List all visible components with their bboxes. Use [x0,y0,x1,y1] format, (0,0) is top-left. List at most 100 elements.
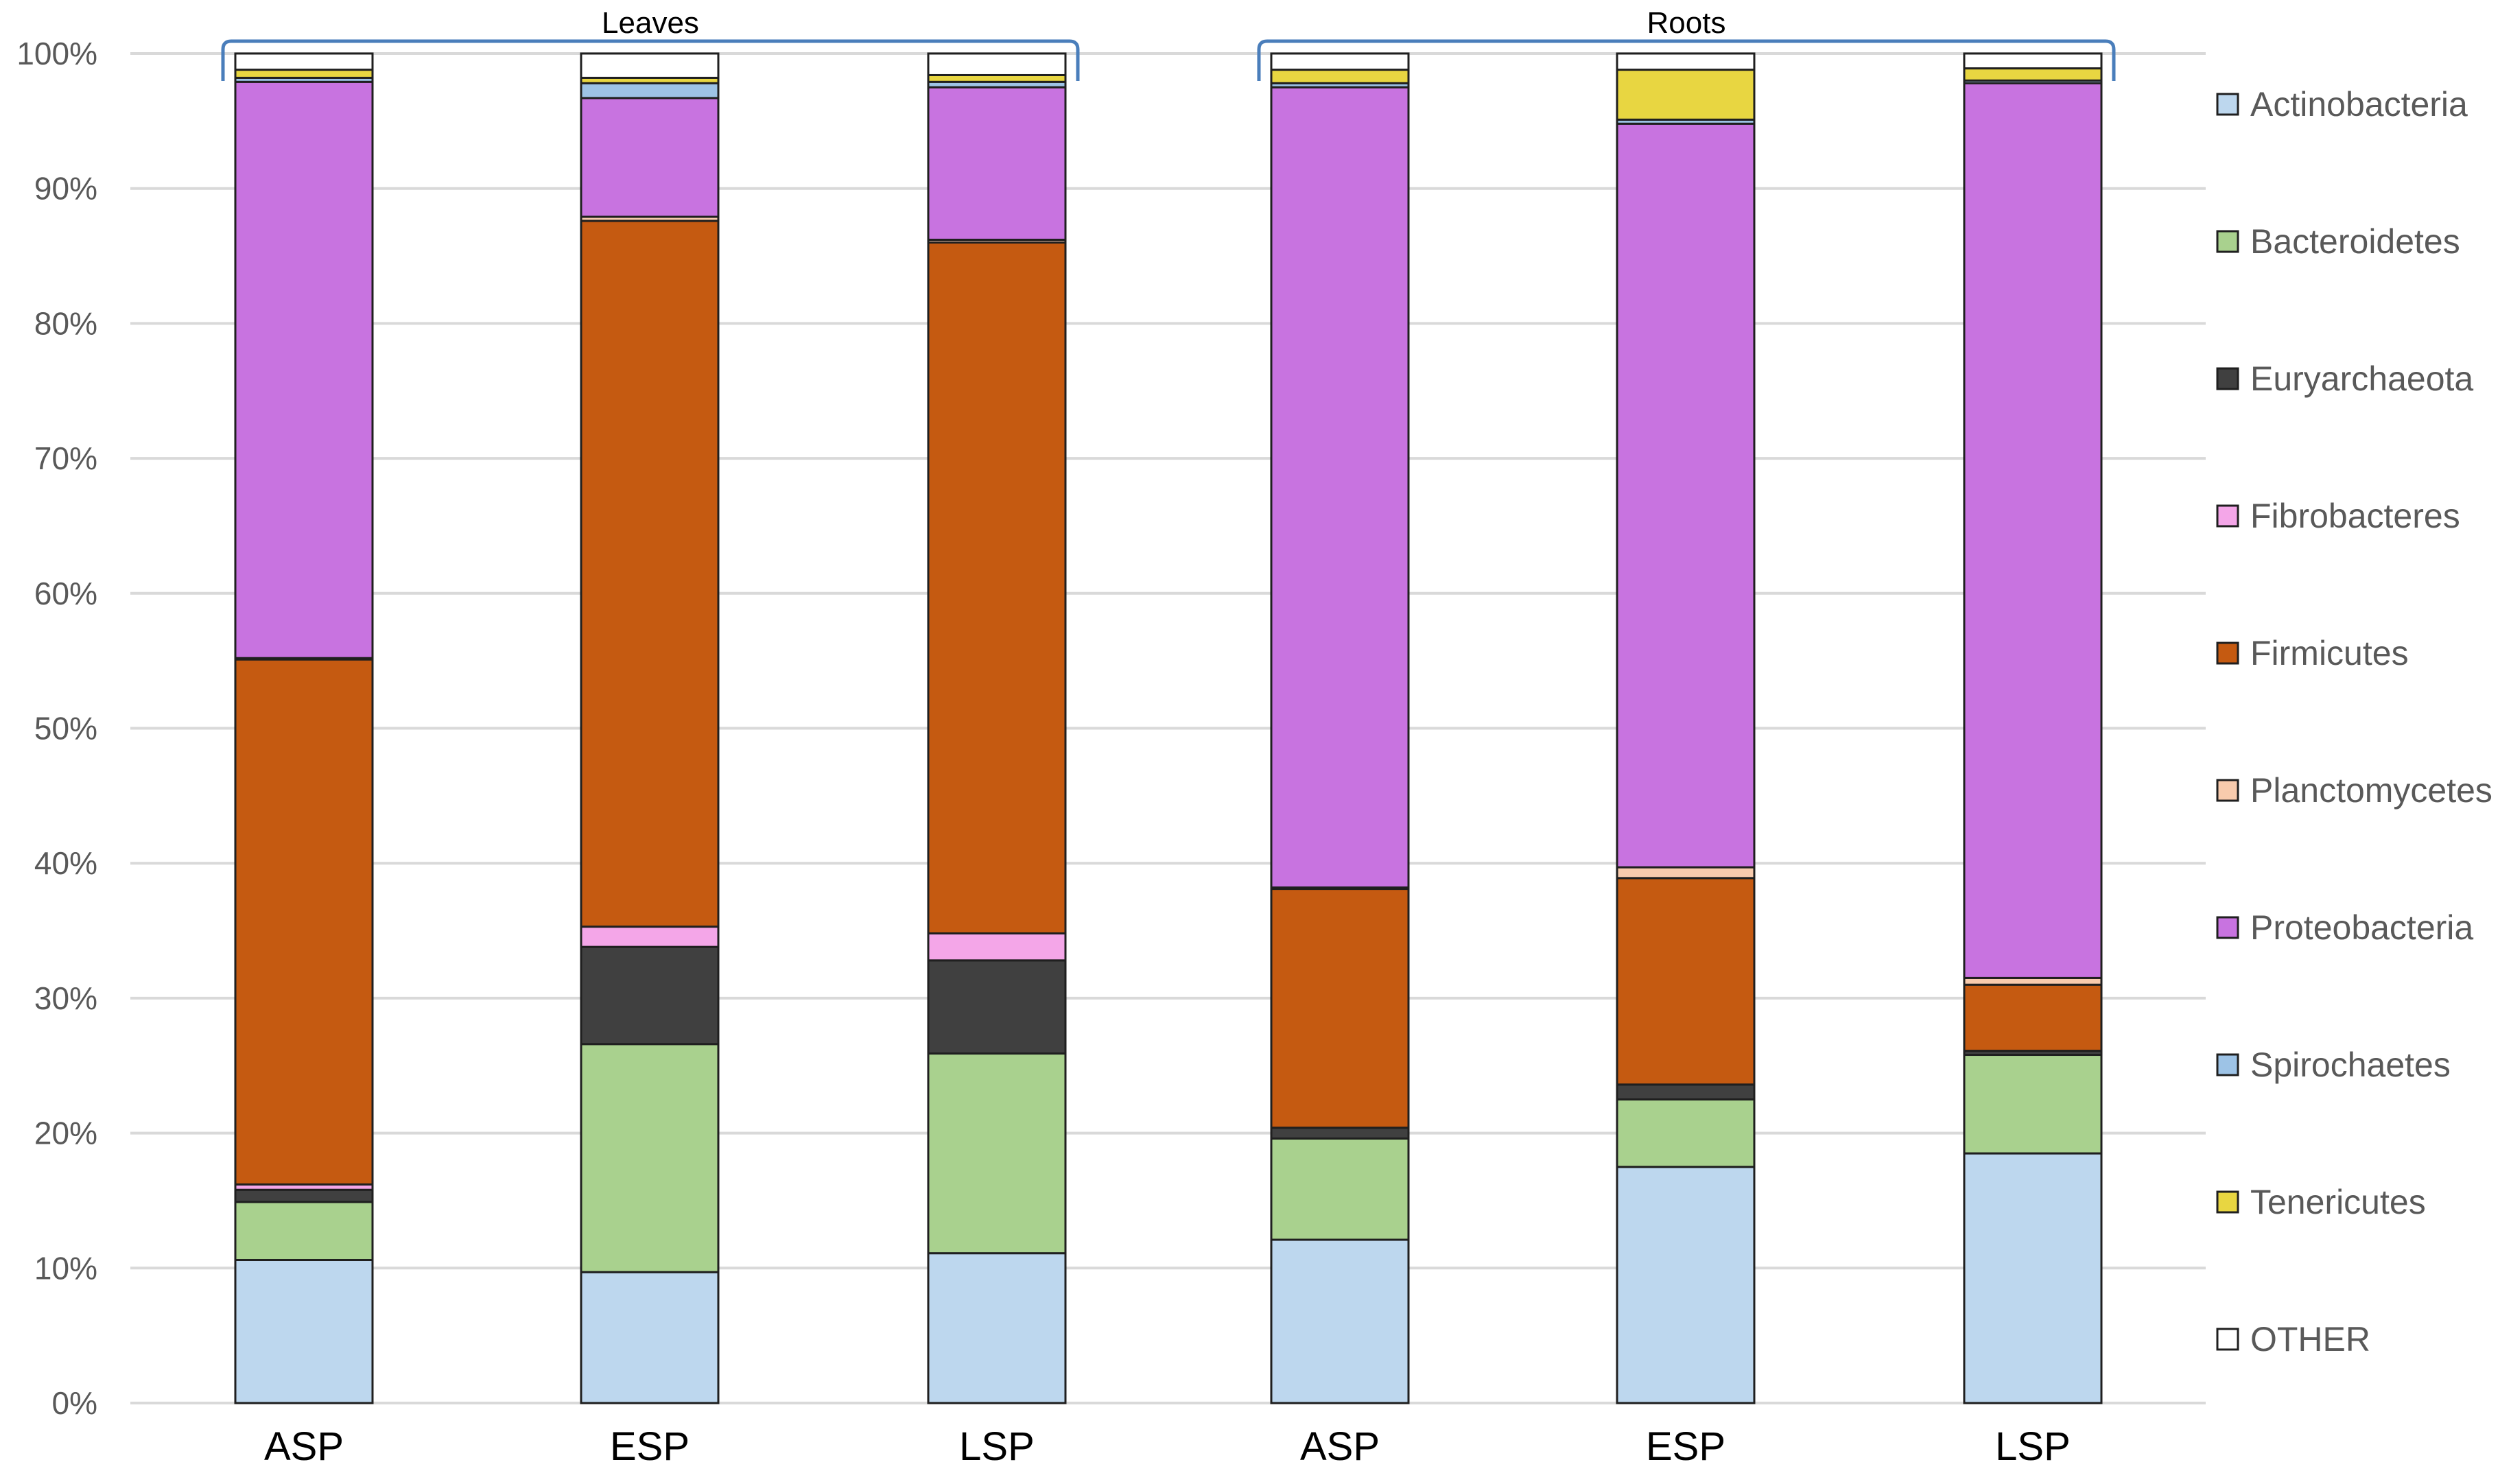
bar-segment-proteobacteria [1270,86,1410,889]
legend-label: Actinobacteria [2250,85,2468,123]
y-tick-label: 20% [34,1116,97,1151]
y-tick-label: 40% [34,845,97,881]
bar-segment-firmicutes [927,241,1067,934]
bar-segment-other [927,52,1067,76]
y-tick-label: 10% [34,1250,97,1286]
legend-swatch [2216,367,2239,390]
bar-segment-actinobacteria [927,1252,1067,1404]
bar-segment-other [1270,52,1410,71]
gridlines [130,52,2206,1404]
bar-stack-1 [580,52,720,1404]
bar-segment-fibrobacteres [927,932,1067,962]
group-brace-leaves [221,39,1080,81]
legend-label: Bacteroidetes [2250,222,2460,261]
bar-segment-firmicutes [1270,888,1410,1129]
legend-label: Tenericutes [2250,1183,2426,1221]
y-axis-tick-labels: 0% 10% 20% 30% 40% 50% 60% 70% 80% 90% 100% [16,36,97,1421]
bar-segment-bacteroidetes [1963,1054,2103,1155]
bar-segment-bacteroidetes [234,1201,374,1261]
legend-swatch [2216,1190,2239,1214]
legend-label: Firmicutes [2250,634,2409,672]
group-label: Roots [1647,6,1726,40]
bar-stack-4 [1616,52,1756,1404]
bar-segment-actinobacteria [580,1271,720,1404]
bar-segment-actinobacteria [1963,1152,2103,1404]
bar-stack-5 [1963,52,2103,1404]
y-tick-label: 60% [34,576,97,611]
bar-segment-firmicutes [1963,983,2103,1052]
bar-segment-fibrobacteres [580,926,720,948]
bar-segment-euryarchaeota [1616,1083,1756,1100]
bar-segment-euryarchaeota [927,959,1067,1055]
legend-item-other: OTHER [2216,1320,2370,1358]
legend-item-actinobacteria: Actinobacteria [2216,85,2468,123]
legend-label: Spirochaetes [2250,1046,2451,1084]
bar-segment-actinobacteria [1616,1166,1756,1404]
legend-label: Euryarchaeota [2250,360,2473,398]
legend-item-fibrobacteres: Fibrobacteres [2216,497,2460,535]
legend-label: OTHER [2250,1320,2370,1358]
bar-segment-proteobacteria [580,97,720,218]
legend-item-bacteroidetes: Bacteroidetes [2216,222,2460,261]
bar-stack-0 [234,52,374,1404]
legend-swatch [2216,93,2239,116]
bar-segment-spirochaetes [580,82,720,99]
legend-swatch [2216,504,2239,528]
legend-swatch [2216,641,2239,665]
legend-item-euryarchaeota: Euryarchaeota [2216,360,2473,398]
bar-segment-tenericutes [1616,69,1756,121]
y-tick-label: 30% [34,980,97,1016]
x-tick-label: LSP [1995,1424,2071,1469]
bar-segment-actinobacteria [234,1258,374,1404]
group-braces: Leaves Roots [221,6,2116,81]
legend-swatch [2216,1053,2239,1076]
bar-segment-tenericutes [1270,69,1410,84]
bar-stack-2 [927,52,1067,1404]
y-tick-label: 70% [34,440,97,476]
bar-stack-3 [1270,52,1410,1404]
x-tick-label: ESP [1646,1424,1725,1469]
group-brace-roots [1257,39,2116,81]
legend-label: Planctomycetes [2250,771,2492,810]
legend-item-planctomycetes: Planctomycetes [2216,771,2492,810]
bar-segment-other [234,52,374,71]
legend: Actinobacteria Bacteroidetes Euryarchaeota… [2216,85,2492,1358]
bar-segment-euryarchaeota [1270,1127,1410,1140]
bar-segment-tenericutes [234,69,374,79]
bar-segment-euryarchaeota [234,1188,374,1203]
y-tick-label: 100% [16,36,97,71]
bar-segment-other [1616,52,1756,71]
legend-swatch [2216,916,2239,939]
x-tick-label: ASP [264,1424,344,1469]
bars [234,52,2103,1404]
group-label: Leaves [602,6,699,40]
bar-segment-actinobacteria [1270,1238,1410,1404]
bar-segment-proteobacteria [1963,82,2103,979]
bar-segment-proteobacteria [1616,122,1756,869]
y-tick-label: 90% [34,171,97,207]
bar-segment-proteobacteria [927,86,1067,241]
bar-segment-other [1963,52,2103,70]
x-tick-label: ESP [610,1424,689,1469]
bar-segment-bacteroidetes [580,1043,720,1273]
bar-segment-firmicutes [1616,877,1756,1086]
legend-label: Proteobacteria [2250,908,2473,947]
x-tick-label: LSP [959,1424,1035,1469]
bar-segment-bacteroidetes [1270,1137,1410,1241]
y-tick-label: 80% [34,305,97,341]
legend-item-firmicutes: Firmicutes [2216,634,2409,672]
legend-item-proteobacteria: Proteobacteria [2216,908,2473,947]
legend-swatch [2216,779,2239,802]
legend-item-tenericutes: Tenericutes [2216,1183,2426,1221]
bar-segment-planctomycetes [1616,866,1756,880]
x-axis-category-labels: ASP ESP LSP ASP ESP LSP [264,1424,2071,1469]
legend-swatch [2216,230,2239,253]
y-tick-label: 50% [34,711,97,746]
legend-swatch [2216,1328,2239,1351]
y-tick-label: 0% [52,1385,97,1421]
x-tick-label: ASP [1300,1424,1380,1469]
bar-segment-proteobacteria [234,80,374,659]
bar-segment-euryarchaeota [580,945,720,1046]
legend-label: Fibrobacteres [2250,497,2460,535]
